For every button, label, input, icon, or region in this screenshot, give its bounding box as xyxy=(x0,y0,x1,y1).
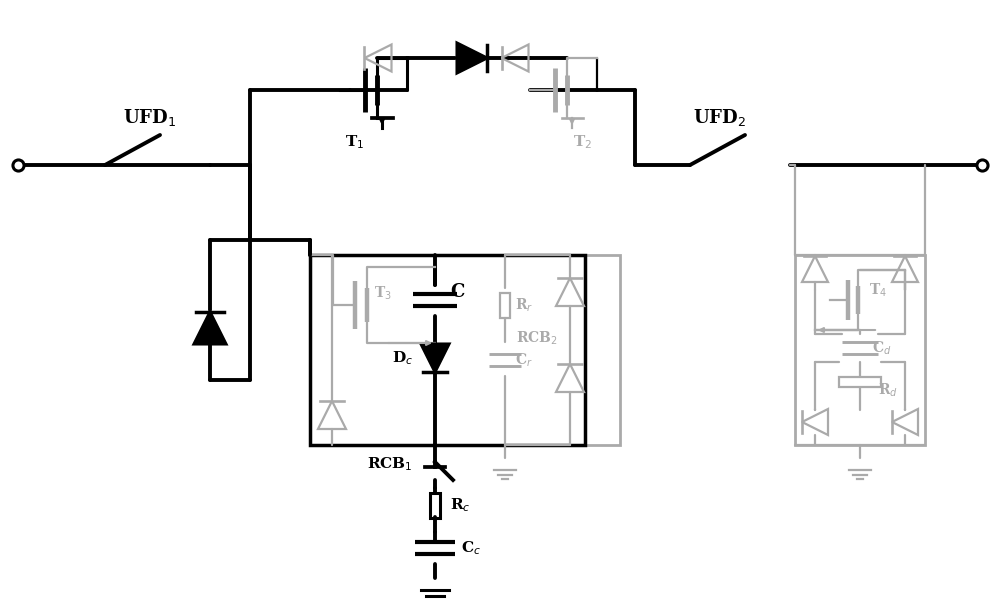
Text: R$_d$: R$_d$ xyxy=(878,382,898,398)
Polygon shape xyxy=(194,312,226,344)
Bar xyxy=(500,292,510,317)
Text: C$_d$: C$_d$ xyxy=(872,340,892,356)
Text: C$_r$: C$_r$ xyxy=(515,351,533,368)
Text: T$_1$: T$_1$ xyxy=(345,133,365,151)
Text: RCB$_2$: RCB$_2$ xyxy=(516,329,558,347)
Polygon shape xyxy=(457,43,487,73)
Text: RCB$_1$: RCB$_1$ xyxy=(367,455,413,473)
Polygon shape xyxy=(421,344,449,372)
Bar xyxy=(310,255,620,445)
Text: UFD$_2$: UFD$_2$ xyxy=(693,107,747,128)
Text: R$_c$: R$_c$ xyxy=(450,496,471,514)
Bar xyxy=(430,493,440,517)
Bar xyxy=(795,255,925,445)
Text: T$_4$: T$_4$ xyxy=(869,281,887,299)
Bar xyxy=(310,255,585,445)
Bar xyxy=(839,377,881,387)
Text: D$_c$: D$_c$ xyxy=(392,349,413,367)
Text: T$_3$: T$_3$ xyxy=(374,284,392,302)
Text: C: C xyxy=(450,283,464,301)
Text: R$_r$: R$_r$ xyxy=(515,296,533,314)
Text: UFD$_1$: UFD$_1$ xyxy=(123,107,177,128)
Text: C$_c$: C$_c$ xyxy=(461,539,481,557)
Text: T$_2$: T$_2$ xyxy=(573,133,593,151)
